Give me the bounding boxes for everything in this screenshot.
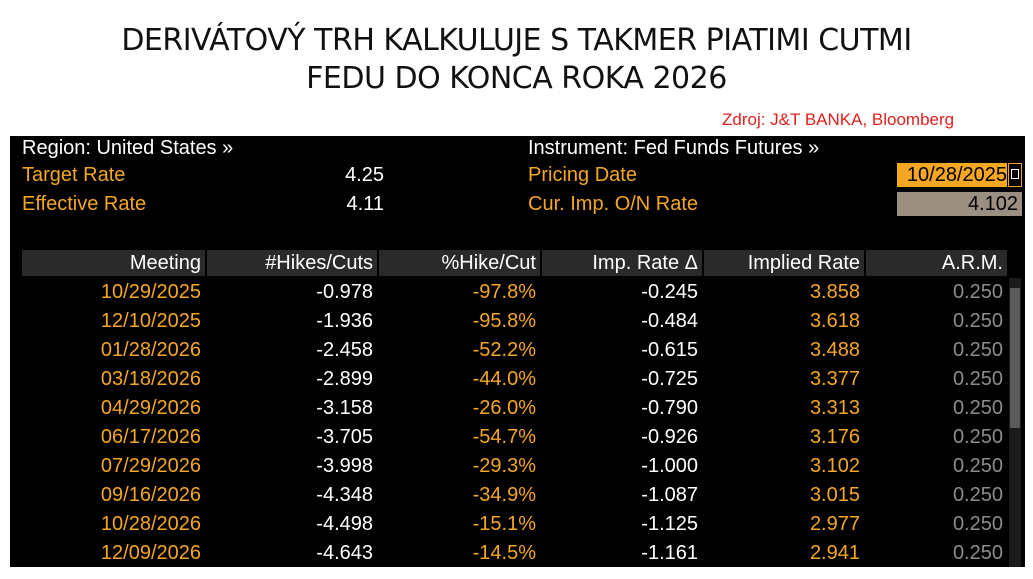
- table-row[interactable]: 09/16/2026 -4.348 -34.9% -1.087 3.015 0.250: [22, 481, 1007, 510]
- col-header-hikes-cuts[interactable]: #Hikes/Cuts: [207, 250, 377, 276]
- bloomberg-terminal-panel: Region: United States » Instrument: Fed …: [10, 136, 1025, 567]
- cell-imp-rate-delta: -0.484: [641, 310, 698, 332]
- cell-imp-rate-delta: -1.000: [641, 455, 698, 477]
- cell-imp-rate-delta: -0.725: [641, 368, 698, 390]
- cell-implied-rate: 2.941: [809, 542, 860, 564]
- cell-hikes-cuts: -3.705: [316, 426, 373, 448]
- effective-rate-value: 4.11: [346, 193, 384, 215]
- col-header-pct-hike-cut[interactable]: %Hike/Cut: [379, 250, 540, 276]
- table-row[interactable]: 10/28/2026 -4.498 -15.1% -1.125 2.977 0.250: [22, 510, 1007, 539]
- cell-hikes-cuts: -1.936: [316, 310, 373, 332]
- cell-arm: 0.250: [952, 397, 1003, 419]
- cell-arm: 0.250: [952, 455, 1003, 477]
- table-row[interactable]: 01/28/2026 -2.458 -52.2% -0.615 3.488 0.250: [22, 336, 1007, 365]
- cell-pct-hike-cut: -14.5%: [472, 542, 536, 564]
- cell-imp-rate-delta: -0.615: [641, 339, 698, 361]
- cell-implied-rate: 3.102: [809, 455, 860, 477]
- cell-pct-hike-cut: -15.1%: [472, 513, 536, 535]
- cell-imp-rate-delta: -0.790: [641, 397, 698, 419]
- cell-implied-rate: 3.618: [809, 310, 860, 332]
- cell-imp-rate-delta: -0.245: [641, 281, 698, 303]
- cell-imp-rate-delta: -1.125: [641, 513, 698, 535]
- col-header-implied-rate[interactable]: Implied Rate: [704, 250, 864, 276]
- table-row[interactable]: 10/29/2025 -0.978 -97.8% -0.245 3.858 0.250: [22, 278, 1007, 307]
- pricing-date-label: Pricing Date: [528, 164, 637, 186]
- cell-meeting: 09/16/2026: [100, 484, 201, 506]
- scrollbar-thumb[interactable]: [1010, 288, 1020, 428]
- target-rate-label: Target Rate: [22, 164, 126, 186]
- target-rate-value: 4.25: [345, 164, 384, 186]
- table-row[interactable]: 12/10/2025 -1.936 -95.8% -0.484 3.618 0.250: [22, 307, 1007, 336]
- table-row[interactable]: 03/18/2026 -2.899 -44.0% -0.725 3.377 0.250: [22, 365, 1007, 394]
- col-header-meeting[interactable]: Meeting: [22, 250, 205, 276]
- cell-meeting: 10/29/2025: [100, 281, 201, 303]
- cell-meeting: 04/29/2026: [100, 397, 201, 419]
- cell-pct-hike-cut: -26.0%: [472, 397, 536, 419]
- cur-imp-rate-label: Cur. Imp. O/N Rate: [528, 193, 699, 215]
- cell-pct-hike-cut: -29.3%: [472, 455, 536, 477]
- cur-imp-rate-value: 4.102: [897, 192, 1022, 216]
- cell-implied-rate: 3.858: [809, 281, 860, 303]
- instrument-selector[interactable]: Instrument: Fed Funds Futures »: [528, 137, 820, 159]
- table-body: 10/29/2025 -0.978 -97.8% -0.245 3.858 0.250 12…: [22, 278, 1007, 567]
- calendar-icon[interactable]: [1008, 163, 1022, 187]
- cell-meeting: 01/28/2026: [100, 339, 201, 361]
- cell-hikes-cuts: -4.643: [316, 542, 373, 564]
- col-header-imp-rate-delta[interactable]: Imp. Rate Δ: [542, 250, 702, 276]
- table-header: Meeting #Hikes/Cuts %Hike/Cut Imp. Rate …: [22, 250, 1007, 276]
- cell-pct-hike-cut: -95.8%: [472, 310, 536, 332]
- source-label: Zdroj: J&T BANKA, Bloomberg: [722, 110, 955, 129]
- cell-arm: 0.250: [952, 542, 1003, 564]
- cell-implied-rate: 3.377: [809, 368, 860, 390]
- pricing-date-input[interactable]: 10/28/2025: [897, 163, 1007, 187]
- cell-pct-hike-cut: -44.0%: [472, 368, 536, 390]
- cell-arm: 0.250: [952, 310, 1003, 332]
- page-title: DERIVÁTOVÝ TRH KALKULUJE S TAKMER PIATIM…: [0, 22, 1033, 98]
- cell-meeting: 03/18/2026: [100, 368, 201, 390]
- table-row[interactable]: 07/29/2026 -3.998 -29.3% -1.000 3.102 0.250: [22, 452, 1007, 481]
- cell-meeting: 12/09/2026: [100, 542, 201, 564]
- table-row[interactable]: 12/09/2026 -4.643 -14.5% -1.161 2.941 0.250: [22, 539, 1007, 567]
- table-row[interactable]: 06/17/2026 -3.705 -54.7% -0.926 3.176 0.250: [22, 423, 1007, 452]
- cell-hikes-cuts: -2.458: [316, 339, 373, 361]
- cell-implied-rate: 3.313: [809, 397, 860, 419]
- cell-implied-rate: 2.977: [809, 513, 860, 535]
- cell-pct-hike-cut: -52.2%: [472, 339, 536, 361]
- title-line-2: FEDU DO KONCA ROKA 2026: [306, 61, 727, 96]
- cell-imp-rate-delta: -1.161: [641, 542, 698, 564]
- col-header-arm[interactable]: A.R.M.: [866, 250, 1007, 276]
- cell-hikes-cuts: -3.998: [316, 455, 373, 477]
- cell-arm: 0.250: [952, 484, 1003, 506]
- title-line-1: DERIVÁTOVÝ TRH KALKULUJE S TAKMER PIATIM…: [121, 23, 912, 58]
- cell-imp-rate-delta: -0.926: [641, 426, 698, 448]
- cell-pct-hike-cut: -97.8%: [472, 281, 536, 303]
- cell-arm: 0.250: [952, 426, 1003, 448]
- cell-hikes-cuts: -4.498: [316, 513, 373, 535]
- cell-hikes-cuts: -4.348: [316, 484, 373, 506]
- cell-implied-rate: 3.176: [809, 426, 860, 448]
- region-selector[interactable]: Region: United States »: [22, 137, 234, 159]
- cell-hikes-cuts: -0.978: [316, 281, 373, 303]
- cell-implied-rate: 3.488: [809, 339, 860, 361]
- table-row[interactable]: 04/29/2026 -3.158 -26.0% -0.790 3.313 0.250: [22, 394, 1007, 423]
- cell-meeting: 06/17/2026: [100, 426, 201, 448]
- cell-arm: 0.250: [952, 368, 1003, 390]
- cell-arm: 0.250: [952, 281, 1003, 303]
- cell-arm: 0.250: [952, 339, 1003, 361]
- cell-imp-rate-delta: -1.087: [641, 484, 698, 506]
- scrollbar[interactable]: [1009, 278, 1021, 567]
- cell-hikes-cuts: -2.899: [316, 368, 373, 390]
- cell-meeting: 07/29/2026: [100, 455, 201, 477]
- cell-pct-hike-cut: -34.9%: [472, 484, 536, 506]
- cell-arm: 0.250: [952, 513, 1003, 535]
- cell-meeting: 10/28/2026: [100, 513, 201, 535]
- effective-rate-label: Effective Rate: [22, 193, 147, 215]
- cell-implied-rate: 3.015: [809, 484, 860, 506]
- cell-pct-hike-cut: -54.7%: [472, 426, 536, 448]
- cell-meeting: 12/10/2025: [100, 310, 201, 332]
- cell-hikes-cuts: -3.158: [316, 397, 373, 419]
